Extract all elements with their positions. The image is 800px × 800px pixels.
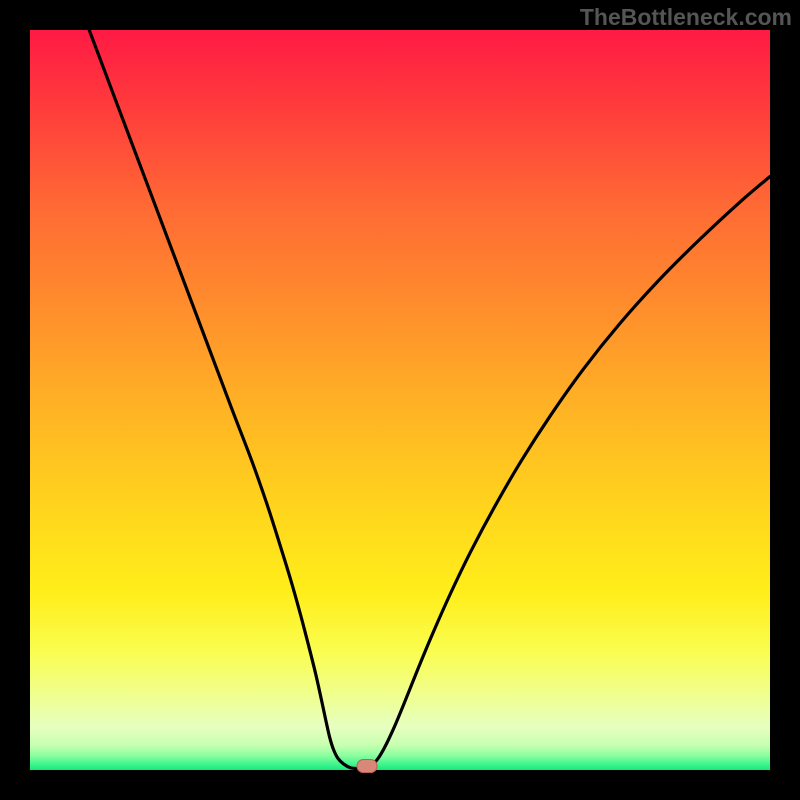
chart-frame: TheBottleneck.com (0, 0, 800, 800)
optimum-marker (356, 759, 377, 773)
bottleneck-curve (30, 30, 770, 770)
curve-path (89, 30, 770, 769)
watermark-text: TheBottleneck.com (580, 4, 792, 31)
plot-area (30, 30, 770, 770)
